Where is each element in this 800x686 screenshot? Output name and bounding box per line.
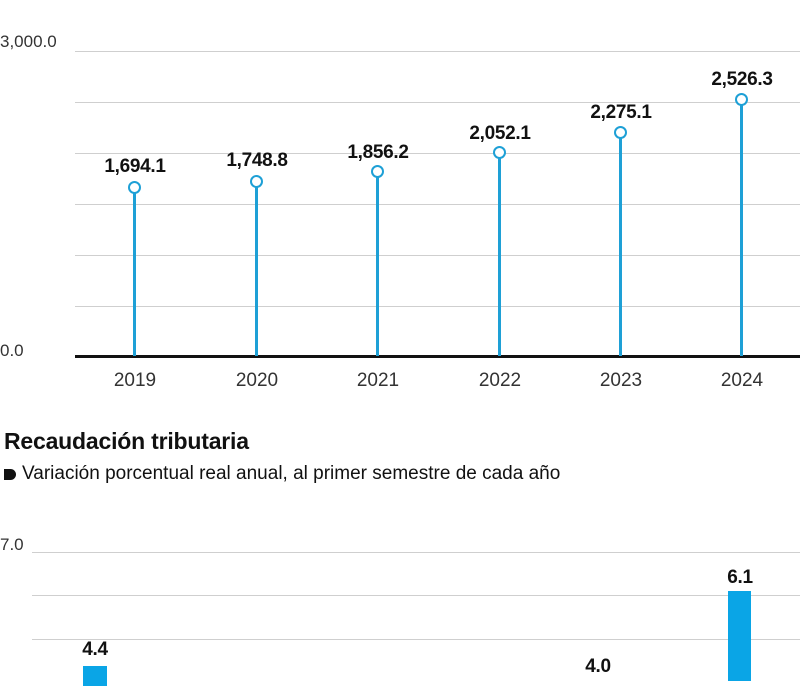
x-tick-label: 2023 [599, 370, 643, 391]
value-label: 1,694.1 [104, 156, 166, 177]
bullet-icon [4, 468, 16, 480]
x-tick-label: 2022 [478, 370, 522, 391]
x-tick-label: 2019 [113, 370, 157, 391]
gridline [75, 51, 800, 52]
x-axis-baseline [75, 355, 800, 358]
x-tick-label: 2020 [235, 370, 279, 391]
bar-value-label: 4.0 [585, 656, 611, 677]
y-tick-max: 7.0 [0, 535, 24, 554]
bar [728, 591, 751, 681]
gridline [32, 595, 800, 596]
chart-subtitle: Variación porcentual real anual, al prim… [4, 463, 560, 485]
value-label: 2,275.1 [590, 102, 652, 123]
lollipop-stem [498, 157, 501, 356]
value-label: 2,526.3 [711, 69, 773, 90]
value-label: 1,748.8 [226, 150, 288, 171]
gridline [32, 552, 800, 553]
x-tick-label: 2024 [720, 370, 764, 391]
value-label: 1,856.2 [347, 142, 409, 163]
lollipop-marker [371, 165, 384, 178]
y-tick-zero: 0.0 [0, 341, 24, 360]
lollipop-marker [128, 181, 141, 194]
chart-title: Recaudación tributaria [4, 428, 249, 454]
lollipop-stem [255, 186, 258, 356]
gridline [75, 306, 800, 307]
chart-subtitle-text: Variación porcentual real anual, al prim… [22, 463, 561, 484]
gridline [75, 255, 800, 256]
value-label: 2,052.1 [469, 123, 531, 144]
lollipop-stem [376, 176, 379, 356]
gridline [32, 639, 800, 640]
y-tick-max: 3,000.0 [0, 32, 57, 51]
bar [83, 666, 107, 686]
gridline [75, 204, 800, 205]
lollipop-stem [619, 137, 622, 356]
x-tick-label: 2021 [356, 370, 400, 391]
lollipop-marker [614, 126, 627, 139]
bar-value-label: 4.4 [82, 639, 108, 660]
lollipop-stem [740, 104, 743, 356]
lollipop-marker [250, 175, 263, 188]
bar-value-label: 6.1 [727, 567, 753, 588]
lollipop-marker [735, 93, 748, 106]
gridline [75, 102, 800, 103]
lollipop-marker [493, 146, 506, 159]
lollipop-stem [133, 192, 136, 356]
gridline [75, 153, 800, 154]
